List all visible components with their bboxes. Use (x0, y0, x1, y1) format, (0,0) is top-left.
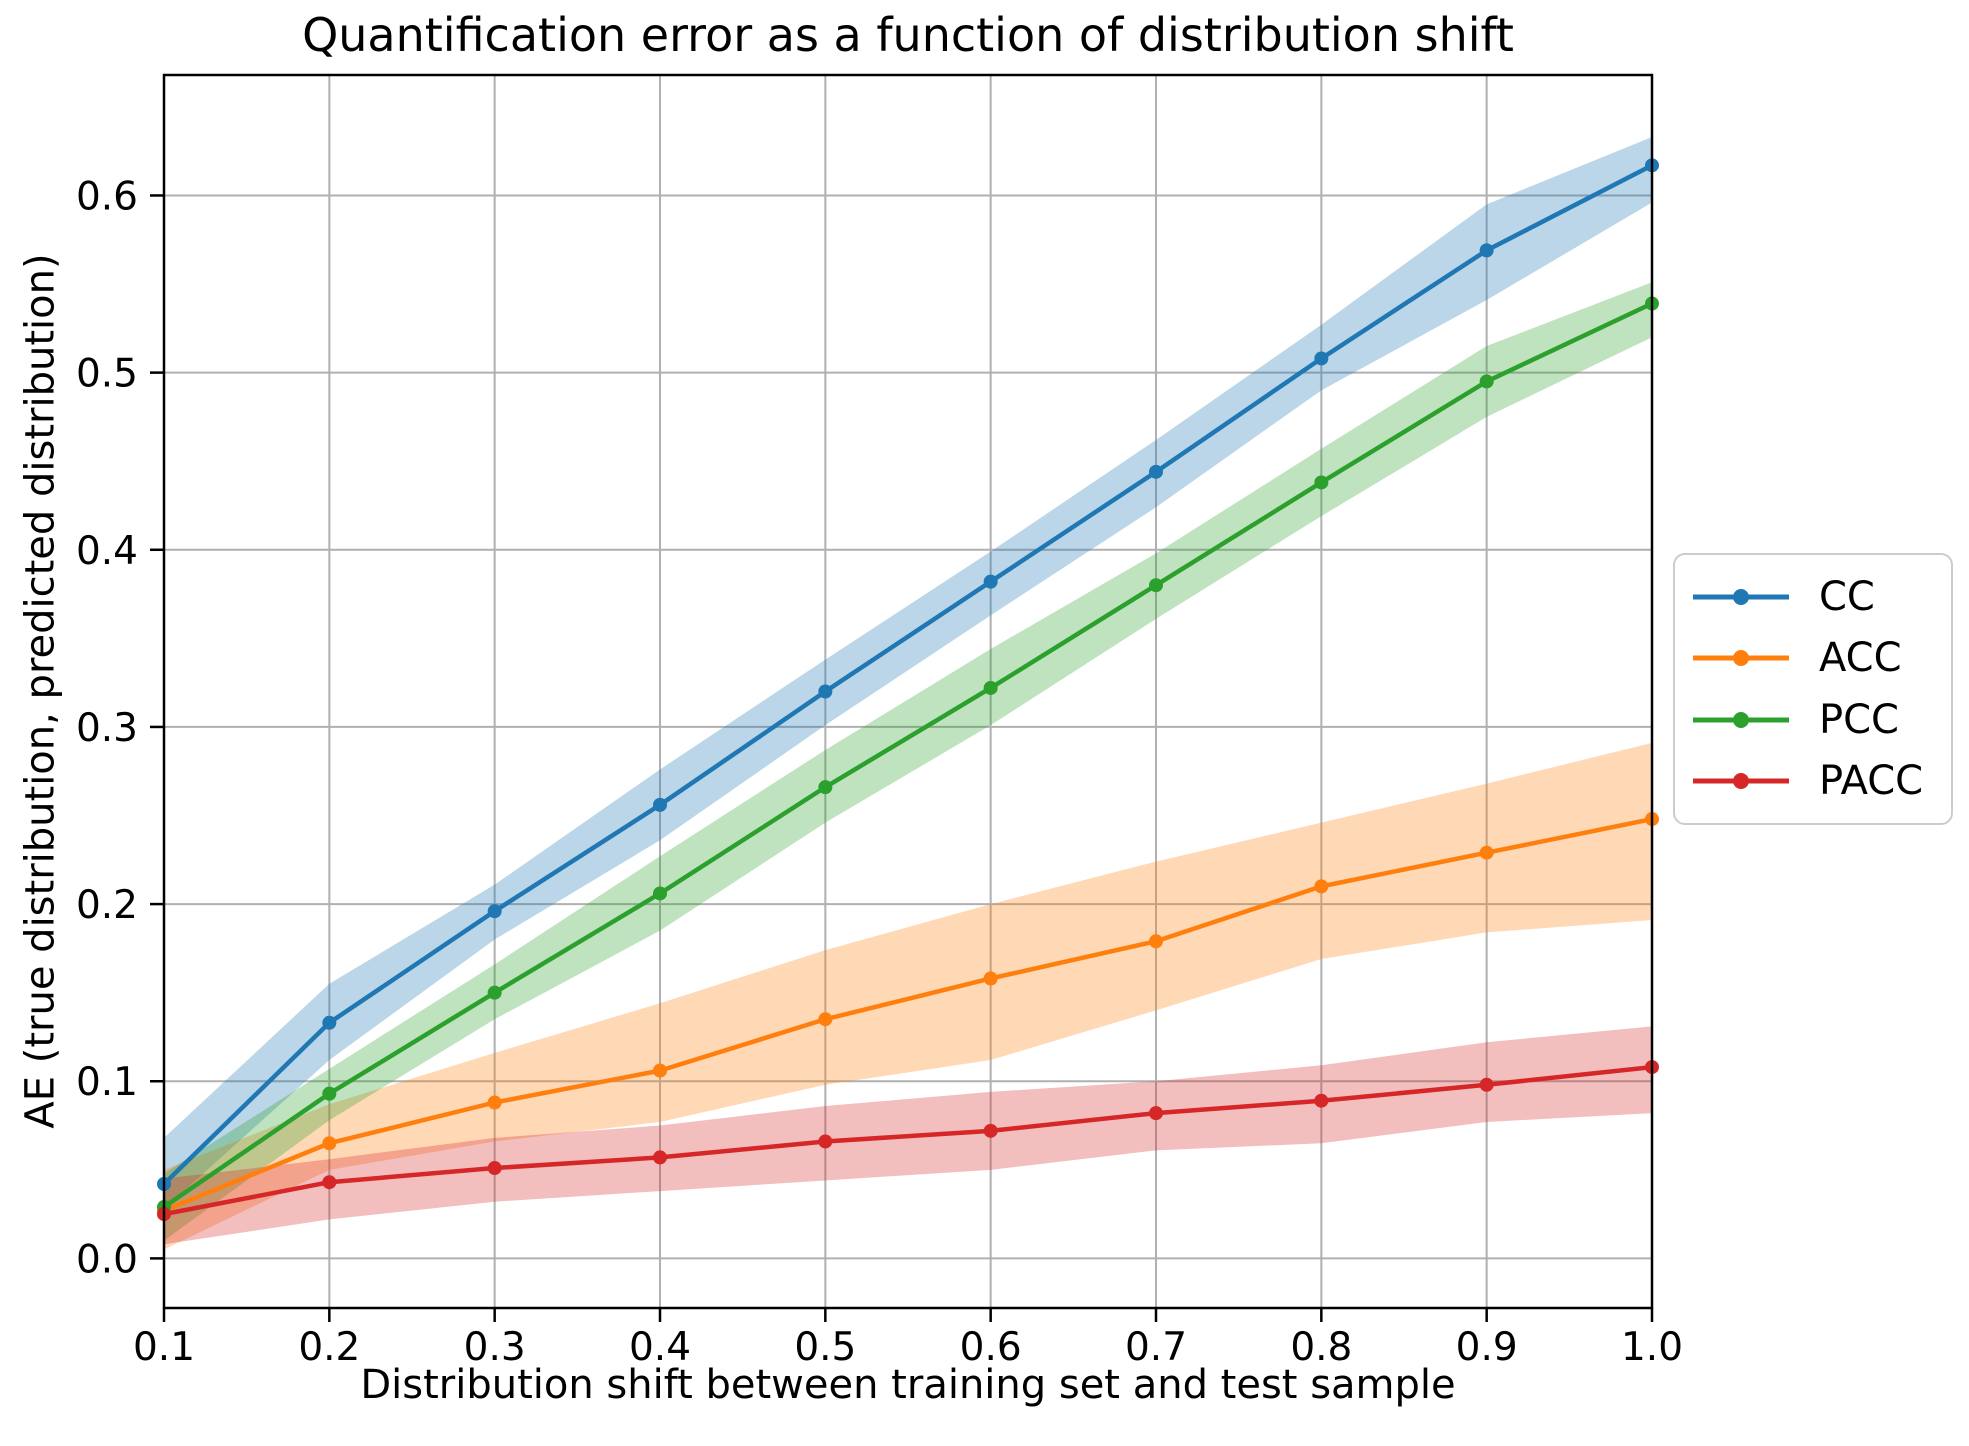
pcc-line (162, 301, 1653, 1209)
y-tick-label: 0.4 (76, 529, 138, 574)
x-tick-label: 1.0 (1621, 1325, 1683, 1370)
pcc-marker (818, 780, 833, 795)
pcc-marker (1314, 475, 1329, 490)
cc-marker (487, 904, 502, 919)
cc-marker (322, 1015, 337, 1030)
pcc-marker (1149, 578, 1163, 593)
legend-item-cc: CC (1691, 574, 1951, 620)
x-tick-label: 0.6 (960, 1325, 1022, 1370)
y-tick-label: 0.1 (76, 1060, 138, 1105)
x-axis-label: Distribution shift between training set … (360, 1362, 1456, 1408)
x-tick-label: 0.4 (629, 1325, 691, 1370)
pacc-marker (487, 1161, 502, 1176)
plot-border (162, 73, 1654, 1310)
cc-marker (983, 574, 998, 589)
cc-line (162, 163, 1654, 1186)
pacc-line-swatch (1693, 772, 1789, 789)
acc-marker (983, 971, 998, 986)
pacc-marker (653, 1150, 667, 1165)
cc-marker (1479, 243, 1494, 258)
x-tick-label: 0.7 (1125, 1325, 1187, 1370)
legend-label-pacc: PACC (1819, 757, 1924, 804)
cc-confidence-band (164, 137, 1652, 1209)
pcc-marker (1479, 374, 1494, 389)
y-tick-label: 0.0 (76, 1237, 138, 1282)
x-tick-label: 0.1 (133, 1325, 195, 1370)
y-axis-label: AE (true distribution, predicted distrib… (17, 253, 64, 1129)
acc-marker (1149, 934, 1163, 949)
pacc-marker (322, 1175, 337, 1190)
acc-marker (322, 1136, 337, 1151)
cc-marker (1149, 464, 1163, 479)
acc-line-swatch (1693, 650, 1789, 667)
legend-item-pcc: PCC (1691, 697, 1951, 743)
acc-marker (1314, 879, 1329, 894)
pcc-marker (653, 886, 667, 901)
acc-confidence-band (164, 742, 1652, 1250)
cc-marker (818, 684, 833, 699)
acc-marker (487, 1095, 502, 1110)
legend-label-pcc: PCC (1819, 696, 1899, 743)
y-tick-label: 0.5 (76, 352, 138, 397)
acc-line (163, 816, 1653, 1213)
x-tick-label: 0.3 (464, 1325, 526, 1370)
acc-marker (653, 1063, 667, 1078)
chart-title: Quantification error as a function of di… (302, 8, 1514, 62)
pcc-confidence-band (164, 282, 1652, 1241)
cc-line-swatch (1693, 589, 1789, 606)
y-tick-label: 0.3 (76, 706, 138, 751)
pacc-marker (1479, 1077, 1494, 1092)
pcc-marker (487, 985, 502, 1000)
acc-marker (1479, 845, 1494, 860)
y-tick-label: 0.2 (76, 883, 138, 928)
legend: CC ACC PCC PACC (1673, 553, 1953, 825)
y-tick-label: 0.6 (76, 174, 138, 219)
pacc-marker (1314, 1093, 1329, 1108)
pcc-marker (983, 680, 998, 695)
pcc-marker (322, 1086, 337, 1101)
cc-marker (1314, 351, 1329, 366)
pacc-marker (983, 1123, 998, 1138)
pacc-line (163, 1064, 1653, 1217)
x-tick-label: 0.2 (298, 1325, 360, 1370)
acc-marker (818, 1012, 833, 1027)
pacc-marker (818, 1134, 833, 1149)
x-tick-label: 0.5 (794, 1325, 856, 1370)
x-tick-label: 0.9 (1456, 1325, 1518, 1370)
pacc-marker (1149, 1106, 1163, 1121)
legend-item-pacc: PACC (1691, 758, 1951, 804)
legend-label-acc: ACC (1819, 635, 1902, 682)
legend-label-cc: CC (1819, 574, 1875, 621)
legend-item-acc: ACC (1691, 635, 1951, 681)
cc-marker (653, 797, 667, 812)
x-tick-label: 0.8 (1290, 1325, 1352, 1370)
pcc-line-swatch (1693, 711, 1789, 728)
